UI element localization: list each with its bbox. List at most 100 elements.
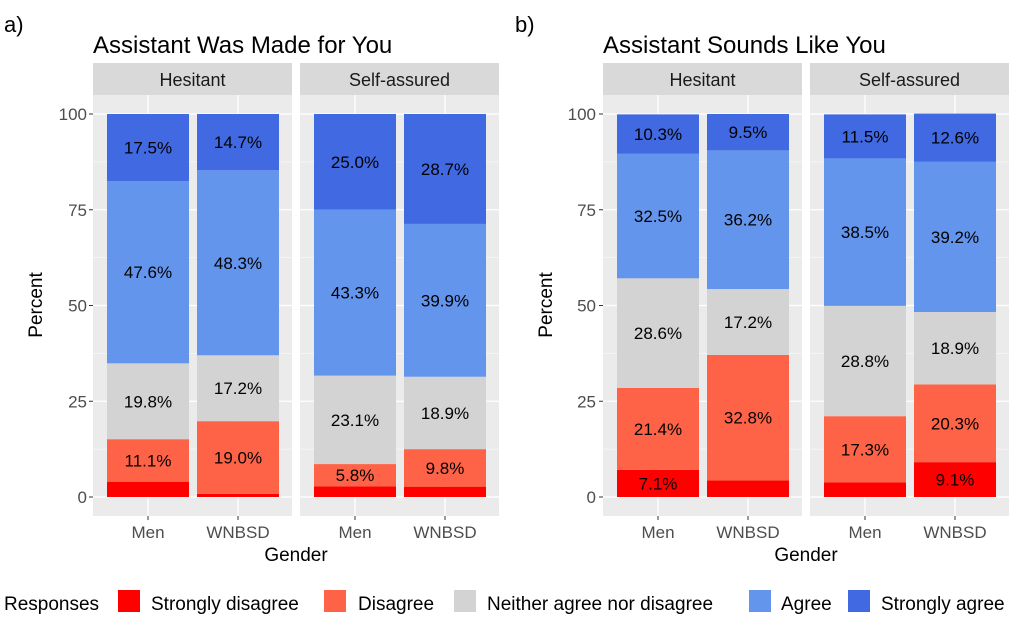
x-axis-title: Gender [264,545,328,566]
bar-segment [107,439,189,482]
y-tick-label: 75 [68,201,87,220]
bar-data-label: 39.9% [421,291,469,310]
x-tick-label: WNBSD [716,523,779,542]
bar-data-label: 11.5% [842,127,889,146]
bar-data-label: 17.2% [724,313,772,332]
y-tick-label: 100 [59,105,87,124]
legend-key [454,590,476,612]
bar-data-label: 14.7% [214,133,262,152]
bar-segment [197,355,279,422]
bar-segment [197,421,279,494]
bar-segment [914,462,996,497]
bar-segment [824,305,906,417]
bar-segment [914,384,996,463]
bar-segment [197,493,279,497]
facet-strip-label: Self-assured [349,70,450,90]
bar-segment [914,312,996,385]
bar-data-label: 9.8% [426,459,465,478]
x-tick-label: Men [131,523,164,542]
bar-segment [404,486,486,497]
bar-segment [824,416,906,483]
bar-segment [707,354,789,481]
bar-data-label: 10.3% [634,125,682,144]
bar-data-label: 21.4% [634,420,682,439]
bar-data-label: 38.5% [841,223,889,242]
facet-hesitant: Hesitant 7.1% 21.4% 28.6% 32.5% 10.3% Men 32.8%… [603,63,802,542]
bar-wnbsd: 9.8% 18.9% 39.9% 28.7% [404,114,486,497]
legend-item: Agree [749,590,832,615]
y-tick-label: 100 [568,105,596,124]
bar-segment [314,486,396,497]
legend-item: Disagree [324,590,434,615]
bar-data-label: 25.0% [331,153,379,172]
bar-data-label: 36.2% [724,211,772,230]
bar-segment [617,278,699,388]
x-tick-label: WNBSD [206,523,269,542]
bar-data-label: 11.1% [125,451,172,470]
legend-key [848,590,870,612]
bar-data-label: 28.8% [841,352,889,371]
bar-data-label: 17.3% [841,440,889,459]
facet-self-assured: Self-assured 17.3% 28.8% 38.5% 11.5% Men 9.1% 2… [810,63,1009,542]
y-tick-label: 50 [577,297,596,316]
y-tick-label: 0 [78,488,87,507]
legend: Responses Strongly disagree Disagree Neithe… [4,590,1005,615]
x-tick-label: Men [338,523,371,542]
bar-wnbsd: 19.0% 17.2% 48.3% 14.7% [197,114,279,497]
y-tick-label: 25 [577,392,596,411]
legend-item: Neither agree nor disagree [454,590,713,615]
bar-segment [914,161,996,313]
y-tick-label: 0 [587,488,596,507]
bar-segment [824,114,906,159]
bar-data-label: 48.3% [214,254,262,273]
bar-segment [404,376,486,450]
bar-segment [107,181,189,364]
bar-data-label: 28.7% [421,160,469,179]
bar-segment [824,158,906,306]
bar-segment [617,153,699,279]
legend-key [118,590,140,612]
panel-label: b) [515,12,535,37]
y-tick-label: 75 [577,201,596,220]
legend-item: Strongly disagree [118,590,299,615]
bar-segment [707,150,789,290]
legend-label: Strongly agree [881,594,1005,615]
bar-segment [707,480,789,497]
y-axis-title: Percent [536,272,557,338]
bar-data-label: 17.2% [214,379,262,398]
bar-wnbsd: 32.8% 17.2% 36.2% 9.5% [707,114,789,497]
bar-segment [617,469,699,497]
bar-segment [404,223,486,377]
bar-segment [107,481,189,497]
facet-strip [810,63,1009,95]
bar-segment [314,375,396,465]
bar-data-label: 23.1% [331,411,379,430]
bar-segment [107,114,189,182]
y-tick-label: 25 [68,392,87,411]
bar-data-label: 32.8% [724,409,772,428]
bar-men: 7.1% 21.4% 28.6% 32.5% 10.3% [617,114,699,497]
bar-segment [197,170,279,356]
bar-data-label: 7.1% [639,474,678,493]
bar-segment [314,464,396,487]
bar-data-label: 39.2% [931,228,979,247]
bar-data-label: 43.3% [331,284,379,303]
facet-strip [603,63,802,95]
facet-hesitant: Hesitant 11.1% 19.8% 47.6% 17.5% Men 19.0% 17.2… [93,63,292,542]
x-tick-label: WNBSD [923,523,986,542]
bar-data-label: 28.6% [634,324,682,343]
legend-item: Strongly agree [848,590,1005,615]
bar-segment [314,114,396,210]
bar-data-label: 19.0% [214,449,262,468]
legend-label: Disagree [358,594,434,615]
bar-data-label: 47.6% [124,263,172,282]
x-tick-label: Men [848,523,881,542]
legend-label: Agree [781,594,832,615]
bar-data-label: 12.6% [931,129,979,148]
bar-data-label: 32.5% [634,207,682,226]
facet-strip-label: Self-assured [859,70,960,90]
bar-segment [197,114,279,171]
bar-segment [617,114,699,154]
bar-data-label: 18.9% [931,339,979,358]
bar-data-label: 9.1% [936,471,975,490]
